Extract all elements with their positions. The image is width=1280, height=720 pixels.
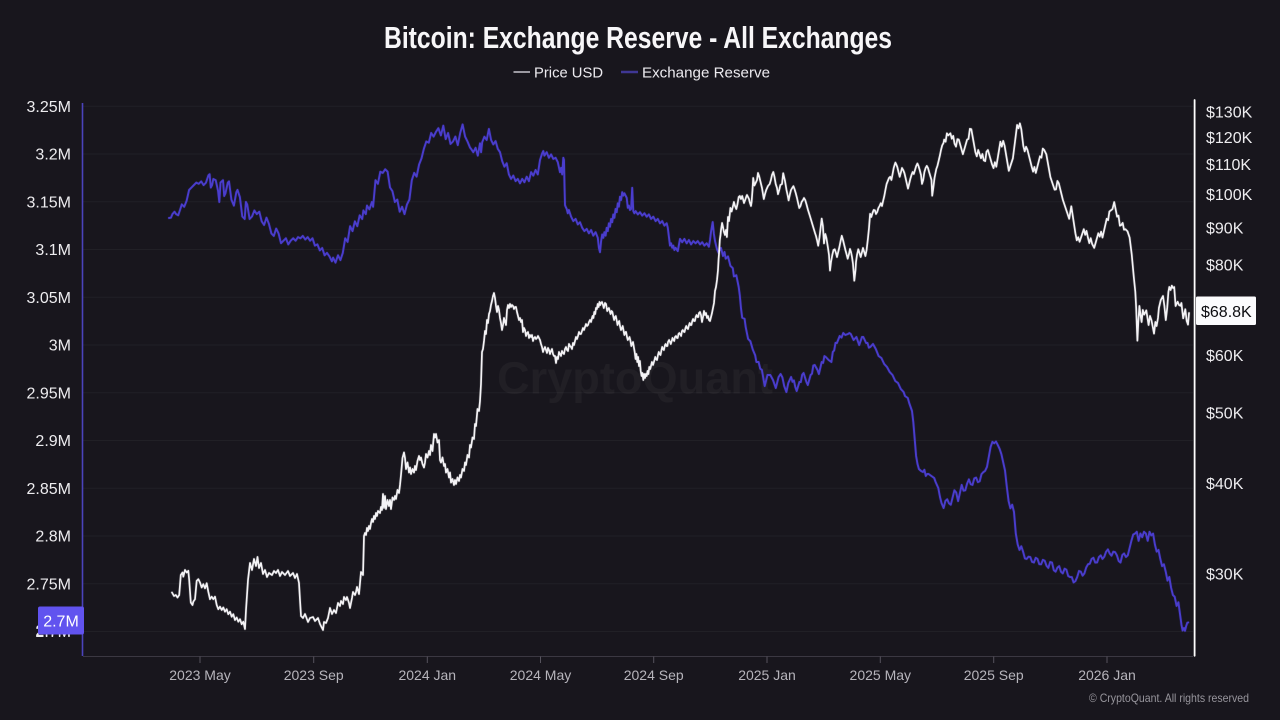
- svg-text:$40K: $40K: [1206, 476, 1244, 493]
- svg-text:$80K: $80K: [1206, 258, 1244, 275]
- svg-text:3.25M: 3.25M: [27, 99, 71, 116]
- svg-text:3M: 3M: [49, 338, 71, 355]
- svg-text:$100K: $100K: [1206, 187, 1253, 204]
- svg-text:$120K: $120K: [1206, 130, 1253, 147]
- svg-text:3.05M: 3.05M: [27, 290, 71, 307]
- svg-text:2025 Sep: 2025 Sep: [964, 667, 1024, 683]
- svg-text:$90K: $90K: [1206, 220, 1244, 237]
- svg-text:CryptoQuant: CryptoQuant: [497, 353, 773, 404]
- svg-text:3.2M: 3.2M: [35, 147, 71, 164]
- svg-text:3.1M: 3.1M: [35, 242, 71, 259]
- svg-text:2023 May: 2023 May: [169, 667, 230, 683]
- svg-text:Price USD: Price USD: [534, 65, 603, 82]
- svg-text:3.15M: 3.15M: [27, 194, 71, 211]
- svg-text:$50K: $50K: [1206, 406, 1244, 423]
- svg-text:$68.8K: $68.8K: [1201, 304, 1252, 321]
- svg-text:2.75M: 2.75M: [27, 576, 71, 593]
- svg-text:2.95M: 2.95M: [27, 385, 71, 402]
- svg-text:© CryptoQuant. All rights rese: © CryptoQuant. All rights reserved: [1089, 691, 1249, 705]
- svg-text:2025 Jan: 2025 Jan: [738, 667, 796, 683]
- svg-text:2.7M: 2.7M: [43, 614, 79, 631]
- svg-text:Bitcoin: Exchange Reserve - Al: Bitcoin: Exchange Reserve - All Exchange…: [384, 20, 892, 55]
- svg-text:2024 Jan: 2024 Jan: [398, 667, 456, 683]
- svg-text:2025 May: 2025 May: [850, 667, 911, 683]
- svg-text:$60K: $60K: [1206, 348, 1244, 365]
- svg-text:2023 Sep: 2023 Sep: [284, 667, 344, 683]
- svg-text:2024 May: 2024 May: [510, 667, 571, 683]
- svg-text:$130K: $130K: [1206, 105, 1253, 122]
- svg-text:Exchange Reserve: Exchange Reserve: [642, 65, 770, 82]
- svg-text:2.9M: 2.9M: [35, 433, 71, 450]
- svg-text:2026 Jan: 2026 Jan: [1078, 667, 1136, 683]
- svg-text:2.85M: 2.85M: [27, 481, 71, 498]
- svg-text:$30K: $30K: [1206, 567, 1244, 584]
- svg-text:2.8M: 2.8M: [35, 529, 71, 546]
- svg-text:2024 Sep: 2024 Sep: [624, 667, 684, 683]
- svg-text:$110K: $110K: [1206, 157, 1251, 174]
